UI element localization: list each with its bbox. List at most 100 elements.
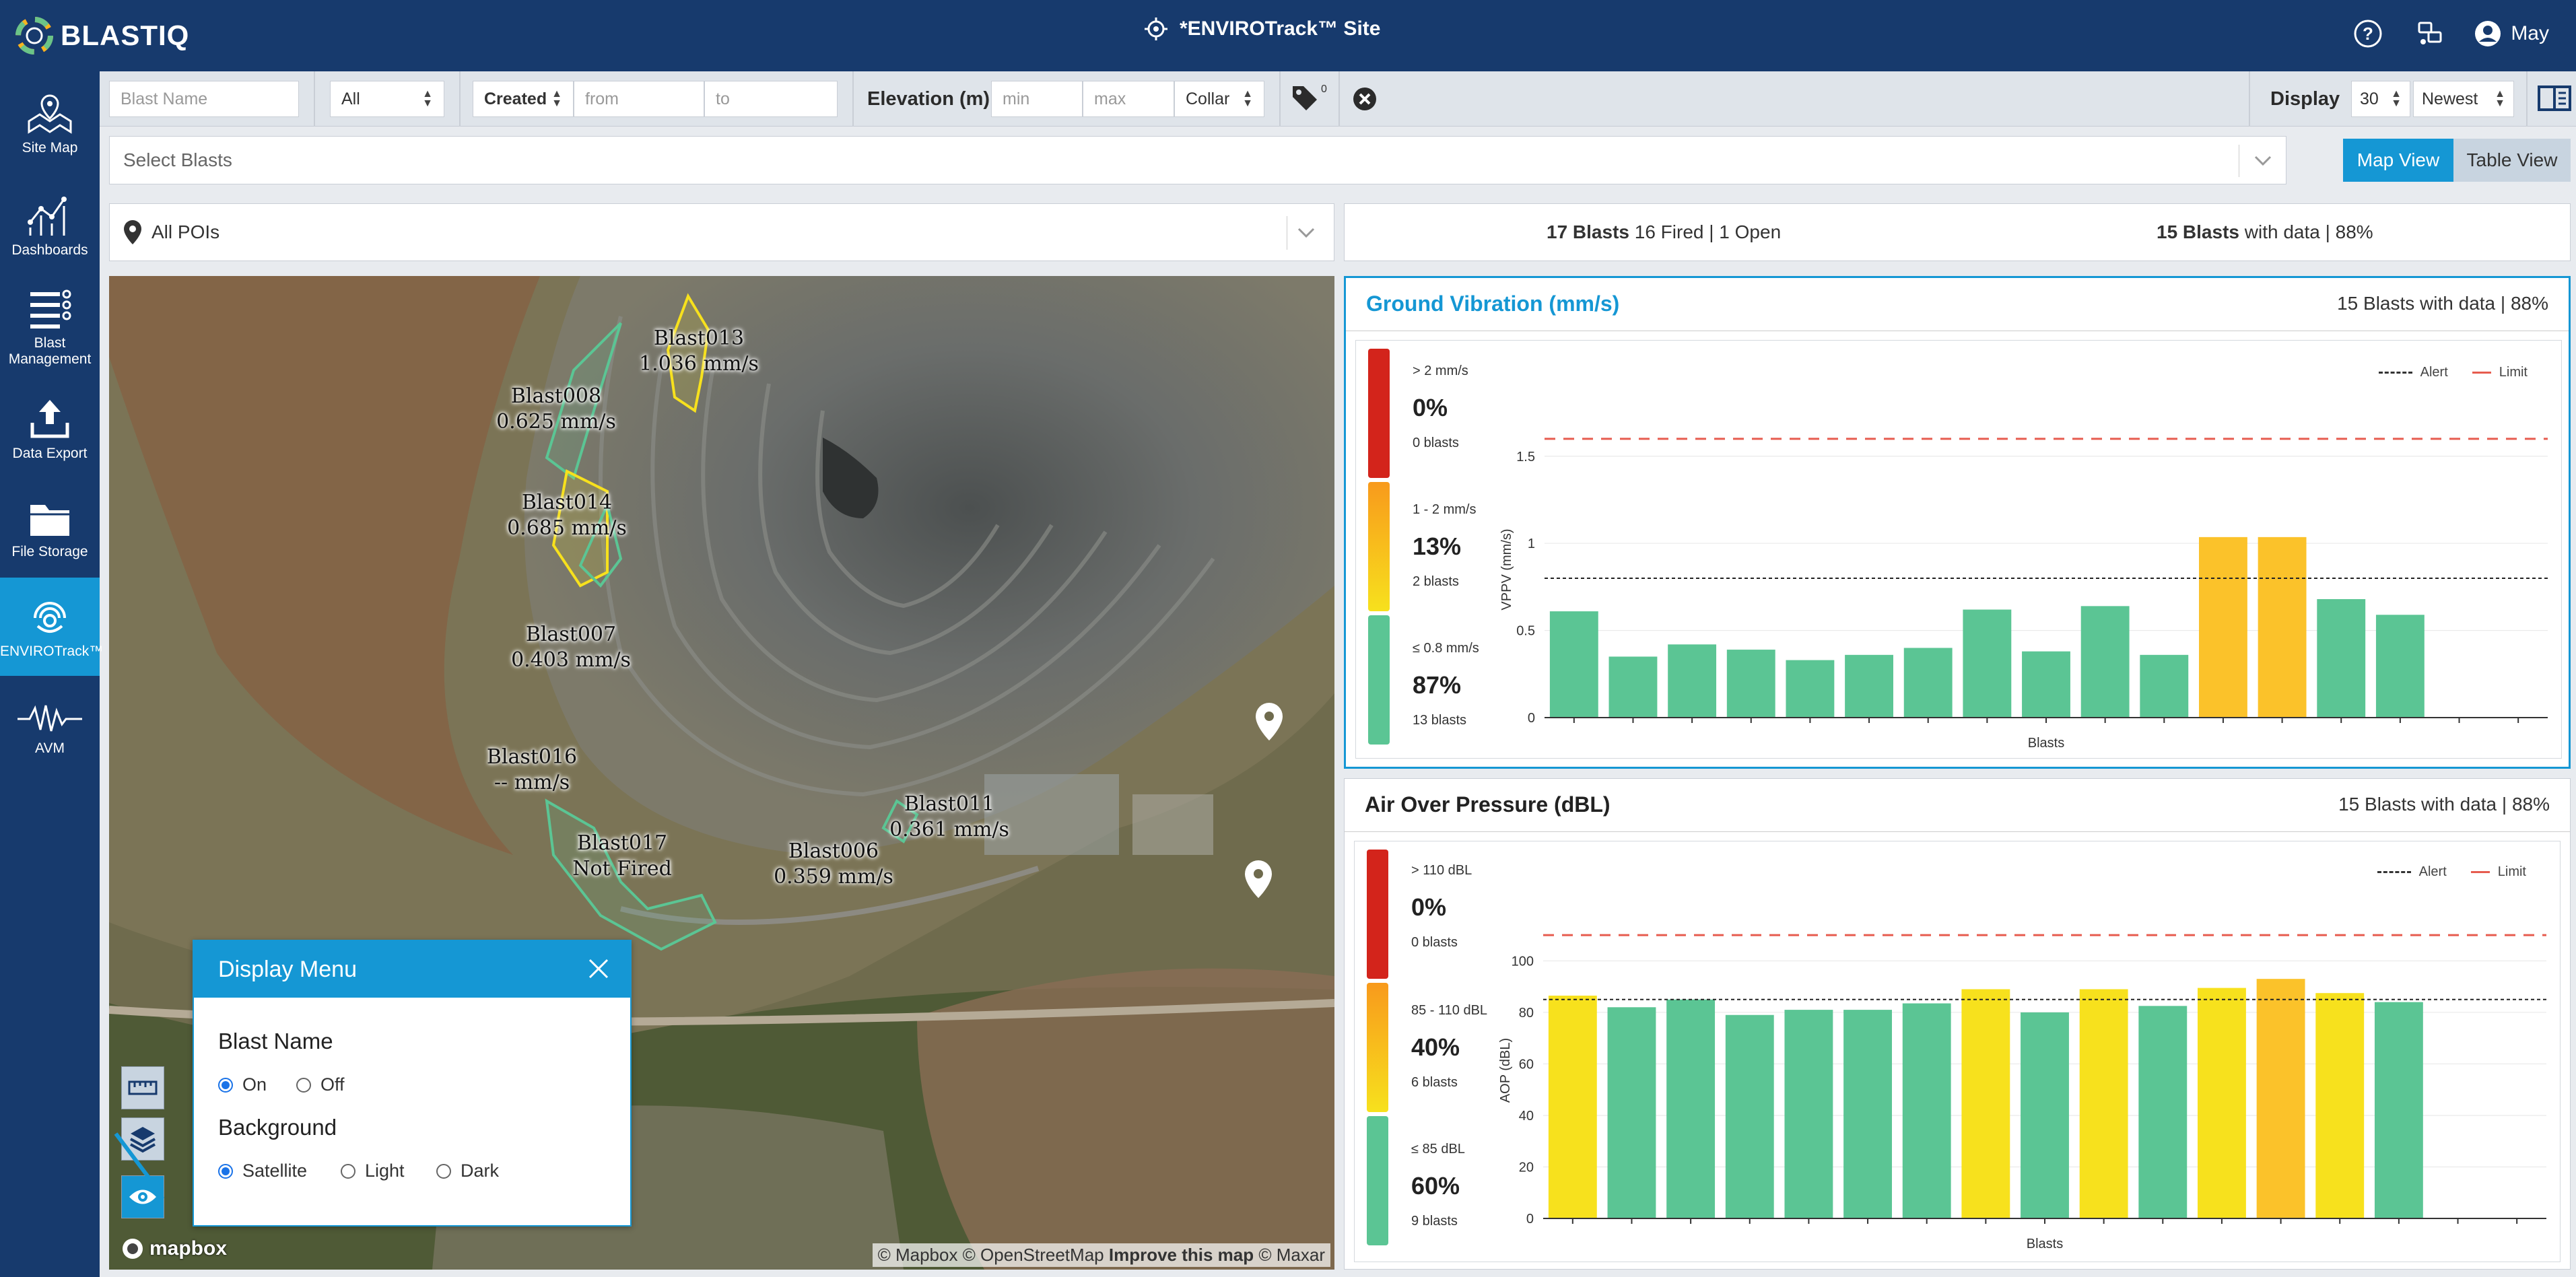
poi-select[interactable]: All POIs <box>109 203 1334 261</box>
chart-bar <box>1608 656 1658 718</box>
measure-tool-button[interactable] <box>121 1066 164 1109</box>
card-subtitle: 15 Blasts with data | 88% <box>2337 293 2548 314</box>
display-order-select[interactable]: Newest ▲ ▼ <box>2413 81 2514 117</box>
background-dark-radio[interactable]: Dark <box>436 1161 499 1181</box>
chart-bar <box>2199 537 2247 718</box>
divider <box>1279 71 1281 127</box>
chart-bar <box>2374 1002 2423 1218</box>
y-tick-label: 20 <box>1519 1160 1534 1175</box>
logo[interactable]: BLASTIQ <box>15 15 189 57</box>
mapbox-logo[interactable]: mapbox <box>121 1237 227 1260</box>
chevron-down-icon[interactable] <box>1287 216 1334 250</box>
status-select[interactable]: All ▲ ▼ <box>330 81 444 117</box>
alert-line-icon <box>2377 871 2411 873</box>
blast-label[interactable]: Blast016 -- mm/s <box>486 745 578 794</box>
nav-data-export[interactable]: Data Export <box>0 390 100 471</box>
blast-name-off-radio[interactable]: Off <box>296 1074 345 1095</box>
chart-bar <box>1726 650 1775 718</box>
display-count-value: 30 <box>2360 89 2379 108</box>
date-type-select[interactable]: Created ▲ ▼ <box>473 81 574 117</box>
nav-site-map[interactable]: Site Map <box>0 88 100 168</box>
y-tick-label: 1 <box>1528 537 1535 551</box>
chart-bar <box>1549 611 1598 718</box>
gauge-segment-mid <box>1367 983 1388 1112</box>
y-tick-label: 60 <box>1519 1057 1534 1072</box>
blast-label[interactable]: Blast017 Not Fired <box>572 831 672 881</box>
chart-bar <box>2079 989 2128 1218</box>
blast-label[interactable]: Blast006 0.359 mm/s <box>774 839 893 889</box>
top-bar: BLASTIQ *ENVIROTrack™ Site ? May <box>0 0 2576 71</box>
crosshair-icon <box>1145 18 1167 40</box>
divider <box>1338 71 1340 127</box>
air-over-pressure-card[interactable]: Air Over Pressure (dBL) 15 Blasts with d… <box>1344 778 2571 1270</box>
background-satellite-radio[interactable]: Satellite <box>218 1161 307 1181</box>
chart-bar <box>2317 599 2366 718</box>
upload-icon <box>30 400 69 438</box>
display-menu-panel: Display Menu Blast Name On Off Backgroun… <box>193 940 632 1227</box>
chart-legend: Alert Limit <box>2377 864 2526 880</box>
display-label: Display <box>2270 88 2340 110</box>
nav-envirotrack[interactable]: ENVIROTrack™ <box>0 578 103 676</box>
air-over-pressure-chart: 0 20 40 60 80 100 AOP (dBL) Blasts <box>1498 934 2546 1251</box>
chevron-down-icon[interactable] <box>2239 145 2286 177</box>
date-from-input[interactable]: from <box>574 81 704 117</box>
improve-map-link[interactable]: Improve this map <box>1108 1245 1254 1265</box>
card-subtitle: 15 Blasts with data | 88% <box>2338 794 2550 815</box>
blast-name-on-radio[interactable]: On <box>218 1074 267 1095</box>
folder-icon <box>30 505 69 536</box>
table-view-button[interactable]: Table View <box>2453 139 2571 182</box>
site-title[interactable]: *ENVIROTrack™ Site <box>1145 18 1380 40</box>
nav-avm[interactable]: AVM <box>0 695 100 775</box>
ground-vibration-card[interactable]: Ground Vibration (mm/s) 15 Blasts with d… <box>1344 276 2571 769</box>
nav-label: Data Export <box>12 446 88 461</box>
guide-button[interactable] <box>2537 83 2572 116</box>
filter-bar: Blast Name All ▲ ▼ Created ▲ ▼ from to Ele… <box>100 71 2576 127</box>
help-button[interactable]: ? <box>2350 16 2385 51</box>
display-count-select[interactable]: 30 ▲ ▼ <box>2351 81 2410 117</box>
background-light-radio[interactable]: Light <box>341 1161 405 1181</box>
poi-marker[interactable] <box>1254 701 1285 742</box>
close-icon[interactable] <box>587 957 610 980</box>
clear-filters-button[interactable] <box>1352 86 1378 115</box>
nav-file-storage[interactable]: File Storage <box>0 491 100 572</box>
select-blasts-input[interactable]: Select Blasts <box>109 136 2286 184</box>
y-axis-label: AOP (dBL) <box>1498 1038 1513 1103</box>
blast-label[interactable]: Blast007 0.403 mm/s <box>511 623 631 672</box>
chart-panel: > 2 mm/s 0% 0 blasts 1 - 2 mm/s 13% 2 blasts… <box>1355 340 2562 759</box>
blast-label[interactable]: Blast008 0.625 mm/s <box>496 384 616 434</box>
ruler-icon <box>128 1080 158 1095</box>
layers-icon <box>130 1127 156 1153</box>
data-count-summary: 15 Blasts with data | 88% <box>2157 221 2373 242</box>
blast-name-label: Blast Name <box>218 1029 333 1054</box>
blast-label[interactable]: Blast014 0.685 mm/s <box>507 491 627 540</box>
envirotrack-icon <box>34 602 66 633</box>
map-view-button[interactable]: Map View <box>2343 139 2453 182</box>
support-button[interactable] <box>2412 16 2447 51</box>
blast-label[interactable]: Blast013 1.036 mm/s <box>639 326 759 376</box>
elevation-label: Elevation (m) <box>867 88 990 110</box>
y-tick-label: 100 <box>1512 954 1534 969</box>
chart-bar <box>2021 1012 2069 1218</box>
display-order-value: Newest <box>2422 89 2478 108</box>
sidebar: Site Map Dashboards Blast Management Dat… <box>0 71 103 1277</box>
tag-filter-button[interactable]: 0 <box>1290 83 1330 116</box>
blast-label[interactable]: Blast011 0.361 mm/s <box>889 792 1009 841</box>
poi-marker[interactable] <box>1243 859 1274 899</box>
nav-label: Dashboards <box>11 242 88 258</box>
y-tick-label: 0.5 <box>1516 624 1535 639</box>
chart-bar <box>2140 654 2189 718</box>
elevation-max-input[interactable]: max <box>1083 81 1174 117</box>
nav-blast-management[interactable]: Blast Management <box>0 281 100 376</box>
background-label: Background <box>218 1115 337 1140</box>
elevation-ref-select[interactable]: Collar ▲ ▼ <box>1174 81 1264 117</box>
chart-bar <box>2080 606 2130 718</box>
elevation-min-input[interactable]: min <box>991 81 1083 117</box>
nav-dashboards[interactable]: Dashboards <box>0 187 100 268</box>
display-menu-header: Display Menu <box>194 941 630 998</box>
radio-icon <box>218 1163 233 1179</box>
user-menu[interactable]: May <box>2474 20 2549 47</box>
blast-name-input[interactable]: Blast Name <box>109 81 299 117</box>
line-chart-icon <box>28 197 67 236</box>
date-to-input[interactable]: to <box>704 81 838 117</box>
date-type-value: Created <box>484 89 547 108</box>
